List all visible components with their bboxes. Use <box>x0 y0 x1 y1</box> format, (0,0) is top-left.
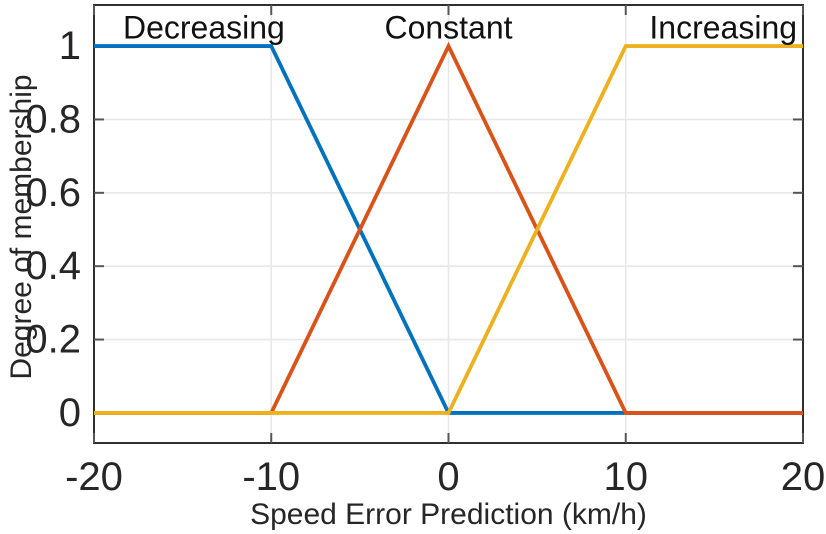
y-axis-label: Degree of membership <box>5 74 38 380</box>
mf-label-constant: Constant <box>384 10 512 46</box>
series-line-increasing <box>94 44 803 415</box>
y-tick-label: 0 <box>59 391 81 435</box>
x-tick-label: 10 <box>604 455 649 499</box>
x-tick-label: -20 <box>65 455 123 499</box>
y-tick-label: 0.4 <box>25 244 81 288</box>
x-tick-label: -10 <box>242 455 300 499</box>
x-tick-label: 0 <box>437 455 459 499</box>
y-tick-label: 0.8 <box>25 97 81 141</box>
x-tick-label: 20 <box>781 455 826 499</box>
y-tick-label: 1 <box>59 24 81 68</box>
mf-label-decreasing: Decreasing <box>123 10 285 46</box>
y-tick-label: 0.2 <box>25 318 81 362</box>
mf-label-increasing: Increasing <box>649 10 797 46</box>
y-tick-label: 0.6 <box>25 171 81 215</box>
x-axis-label: Speed Error Prediction (km/h) <box>250 498 647 531</box>
